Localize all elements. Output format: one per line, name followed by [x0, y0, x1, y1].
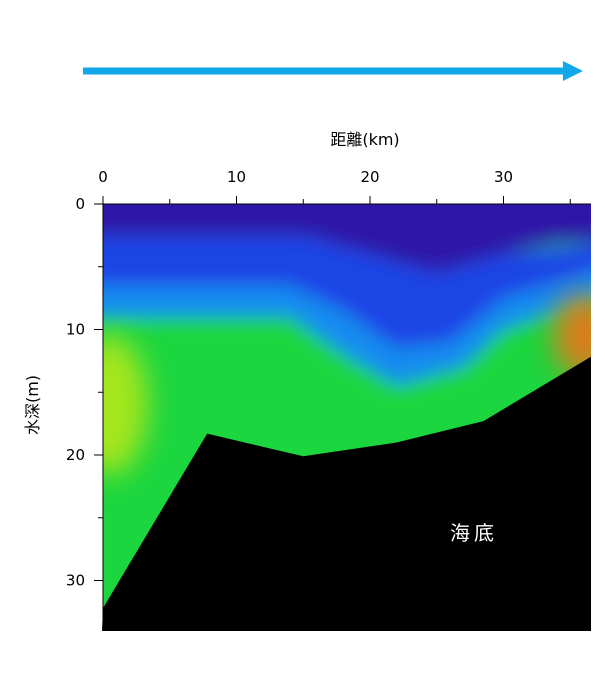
x-tick-label: 20 [360, 168, 379, 186]
x-axis-title: 距離(km) [330, 130, 399, 149]
hotspot-group [103, 293, 591, 475]
y-tick-label: 20 [66, 446, 85, 464]
seabed-label: 海底 [450, 521, 498, 545]
seabed-area [102, 357, 591, 631]
x-tick-label: 0 [98, 168, 108, 186]
x-tick-label: 10 [227, 168, 246, 186]
y-tick-label: 10 [66, 321, 85, 339]
x-tick-label: 30 [494, 168, 513, 186]
direction-arrowhead [562, 61, 583, 81]
hotspot-max [553, 293, 591, 378]
y-tick-label: 30 [66, 572, 85, 590]
layer-thermocline [103, 272, 591, 386]
layer-upper [103, 235, 591, 349]
y-axis-title: 水深(m) [23, 375, 42, 435]
y-tick-label: 0 [75, 195, 85, 213]
hotspot-high [103, 334, 148, 475]
axes: 0 10 20 30 0 10 20 30 [66, 168, 591, 630]
layer-surface [103, 204, 591, 274]
